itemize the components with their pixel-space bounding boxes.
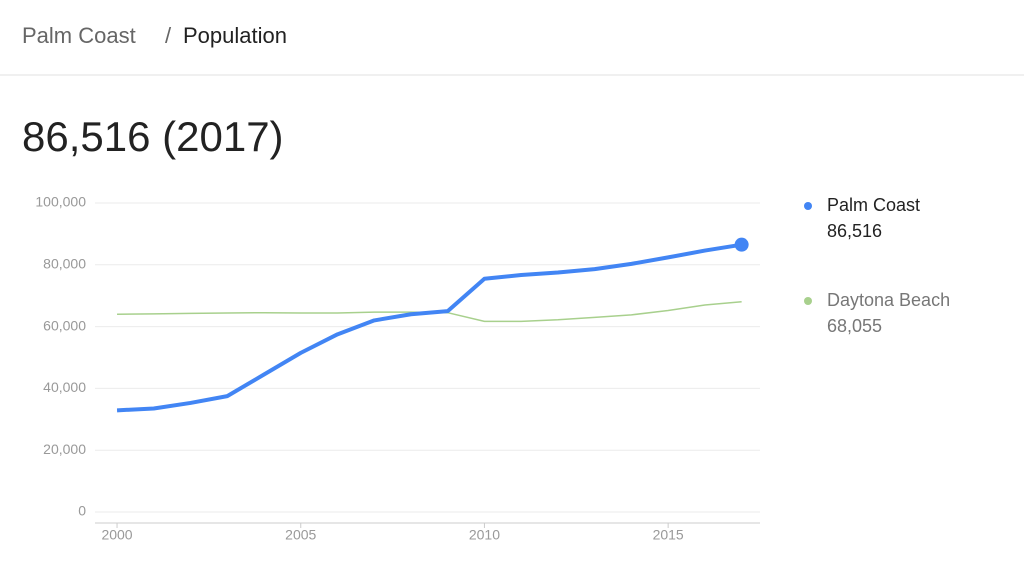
y-tick-label: 60,000 (43, 317, 86, 333)
y-tick-label: 40,000 (43, 379, 86, 395)
y-tick-label: 80,000 (43, 256, 86, 272)
breadcrumb-parent[interactable]: Palm Coast (22, 23, 136, 48)
legend-value: 86,516 (827, 221, 882, 241)
x-tick-label: 2015 (653, 527, 684, 543)
x-tick-label: 2010 (469, 527, 500, 543)
legend-name: Palm Coast (827, 195, 920, 215)
breadcrumb-separator: / (165, 23, 172, 48)
legend-dot (804, 297, 812, 305)
x-tick-label: 2005 (285, 527, 316, 543)
latest-point (734, 237, 749, 252)
y-tick-label: 0 (78, 503, 86, 519)
legend-name: Daytona Beach (827, 290, 950, 310)
legend-dot (804, 202, 812, 210)
legend-value: 68,055 (827, 316, 882, 336)
x-tick-label: 2000 (101, 527, 132, 543)
series-line (116, 242, 742, 413)
breadcrumb-current: Population (183, 23, 287, 48)
headline: 86,516 (2017) (22, 113, 284, 160)
y-tick-label: 100,000 (35, 194, 86, 210)
y-tick-label: 20,000 (43, 441, 86, 457)
